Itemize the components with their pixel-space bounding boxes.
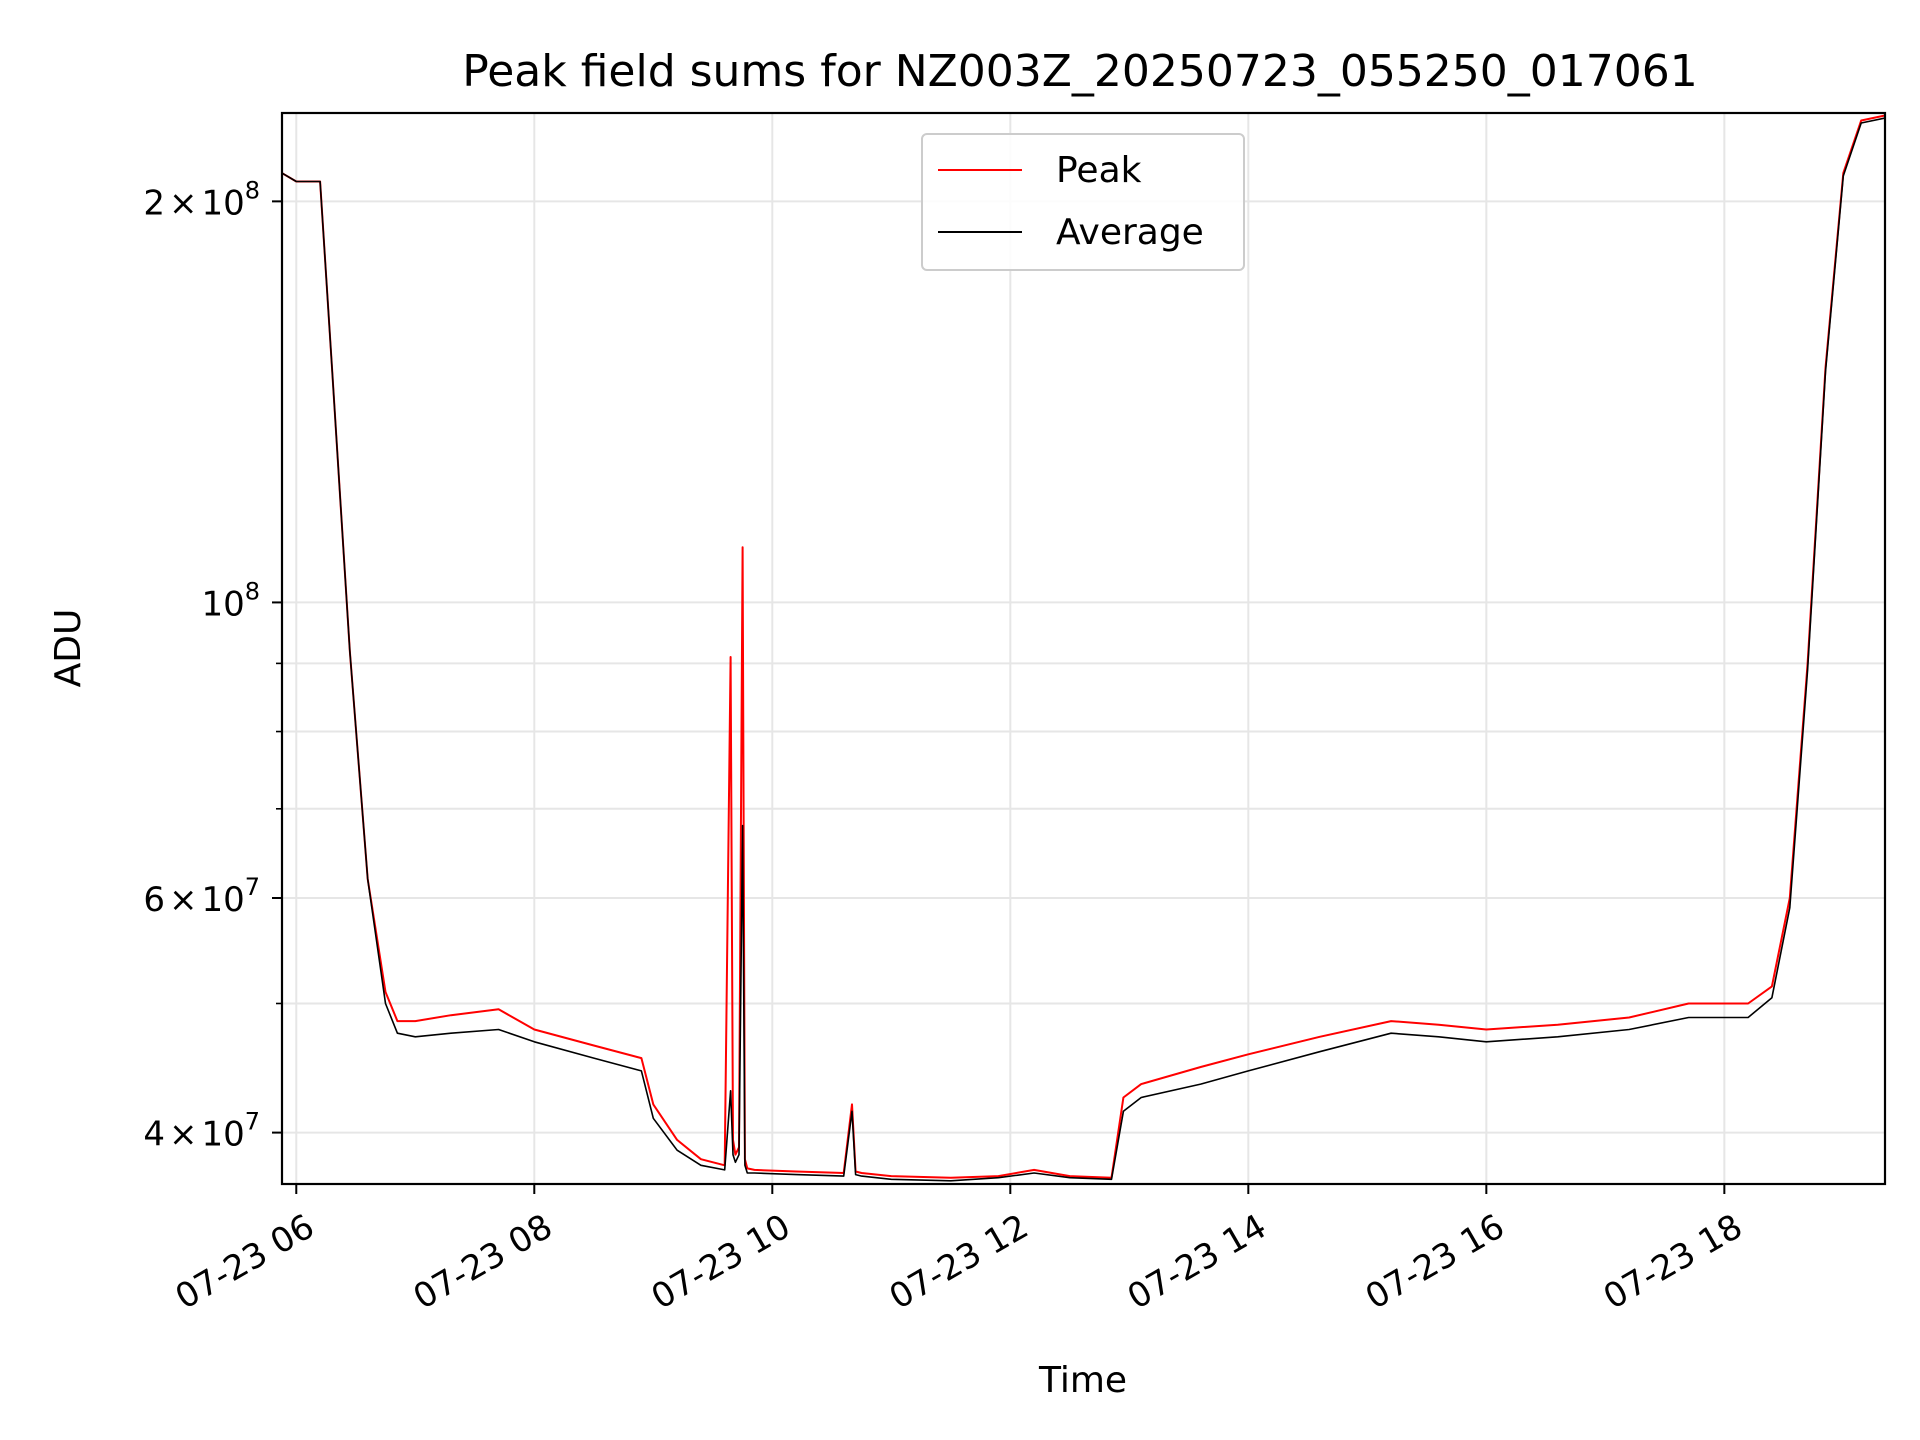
legend-box [921,133,1245,271]
y-tick-label: 6 × 107 [143,873,260,920]
y-tick-label: 108 [201,577,260,624]
y-tick-mantissa: 6 [143,880,165,920]
legend-label-peak: Peak [1056,150,1142,191]
legend-label-average: Average [1056,212,1204,253]
y-tick-mantissa: 2 [143,183,165,223]
chart-title: Peak field sums for NZ003Z_20250723_0552… [462,46,1698,97]
y-tick-exponent: 8 [245,577,260,605]
y-tick-exponent: 8 [245,176,260,204]
plot-frame [280,111,1887,1186]
x-axis-label: Time [1038,1360,1127,1401]
y-tick-exponent: 7 [245,873,260,901]
y-tick-exponent: 7 [245,1108,260,1136]
series-line-average [282,117,1885,1182]
y-tick-mantissa: 4 [143,1115,165,1155]
y-tick-label: 2 × 108 [143,176,260,223]
y-axis-label: ADU [48,609,89,688]
legend: Peak Average [921,133,1245,271]
y-tick-label: 4 × 107 [143,1108,260,1155]
series-layer [282,114,1885,1182]
